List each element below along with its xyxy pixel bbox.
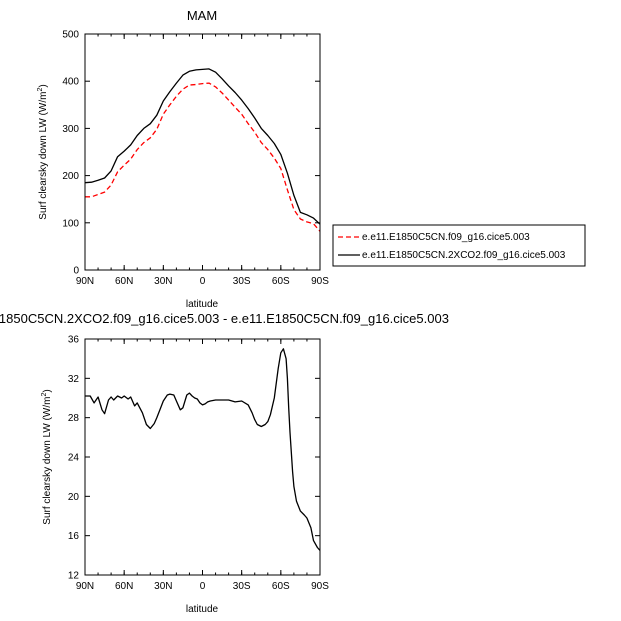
legend-entry-control: e.e11.E1850C5CN.f09_g16.cice5.003 (362, 232, 530, 243)
y-tick-label: 32 (68, 374, 80, 385)
x-tick-label: 90N (76, 581, 94, 592)
top-y-axis-label-sup: 2 (37, 88, 44, 92)
x-tick-label: 90S (311, 276, 329, 287)
top-y-axis-label-close: ) (38, 84, 49, 87)
bottom-series-group (85, 348, 321, 551)
y-tick-label: 24 (68, 453, 80, 464)
y-tick-label: 0 (73, 266, 79, 277)
top-chart-title: MAM (187, 8, 217, 23)
x-tick-label: 90N (76, 276, 94, 287)
bottom-y-axis-label-sup: 2 (41, 393, 48, 397)
y-tick-label: 20 (68, 492, 80, 503)
x-tick-label: 60N (115, 581, 133, 592)
top-y-axis-label: Surf clearsky down LW (W/m2) (37, 84, 49, 219)
y-tick-label: 300 (62, 124, 79, 135)
y-tick-label: 36 (68, 335, 80, 346)
x-tick-label: 30S (233, 581, 251, 592)
bottom-panel: e.e11.E1850C5CN.2XCO2.f09_g16.cice5.003 … (0, 311, 449, 615)
top-x-axis-label: latitude (186, 299, 219, 310)
x-tick-label: 60S (272, 581, 290, 592)
y-tick-label: 28 (68, 413, 80, 424)
bottom-axes: 90N 60N 30N 0 30S 60S 90S 12 16 20 24 28 32 36 (68, 335, 329, 593)
bottom-chart-title: e.e11.E1850C5CN.2XCO2.f09_g16.cice5.003 … (0, 311, 449, 326)
bottom-y-axis-label: Surf clearsky down LW (W/m2) (41, 389, 53, 524)
series-line-1-0 (85, 348, 321, 551)
y-tick-label: 100 (62, 218, 79, 229)
bottom-y-axis-label-main: Surf clearsky down LW (W/m (42, 397, 53, 525)
bottom-y-axis-label-close: ) (42, 389, 53, 392)
y-tick-label: 500 (62, 30, 79, 41)
x-tick-label: 0 (200, 581, 206, 592)
y-tick-label: 400 (62, 77, 79, 88)
x-tick-label: 60S (272, 276, 290, 287)
x-tick-label: 90S (311, 581, 329, 592)
top-y-axis-label-main: Surf clearsky down LW (W/m (38, 92, 49, 220)
y-tick-label: 200 (62, 171, 79, 182)
top-series-group (84, 68, 321, 232)
legend-entry-2xco2: e.e11.E1850C5CN.2XCO2.f09_g16.cice5.003 (362, 250, 566, 261)
x-tick-label: 30N (154, 276, 172, 287)
top-panel: MAM 90N 60N 30N 0 30S 60S 90S0100200300400500 … (37, 8, 329, 310)
x-tick-label: 30S (233, 276, 251, 287)
series-line-0-0 (85, 82, 321, 232)
y-tick-label: 16 (68, 531, 80, 542)
top-axes: 90N 60N 30N 0 30S 60S 90S 0 100 200 300 400 500 (62, 30, 329, 288)
x-tick-label: 0 (200, 276, 206, 287)
legend: e.e11.E1850C5CN.f09_g16.cice5.003 e.e11.… (332, 224, 586, 267)
series-line-0-1 (84, 68, 321, 225)
top-plot-frame (84, 33, 321, 271)
x-tick-label: 60N (115, 276, 133, 287)
y-tick-label: 12 (68, 571, 80, 582)
bottom-x-axis-label: latitude (186, 604, 219, 615)
x-tick-label: 30N (154, 581, 172, 592)
bottom-plot-frame (84, 338, 321, 576)
legend-box (332, 224, 586, 267)
